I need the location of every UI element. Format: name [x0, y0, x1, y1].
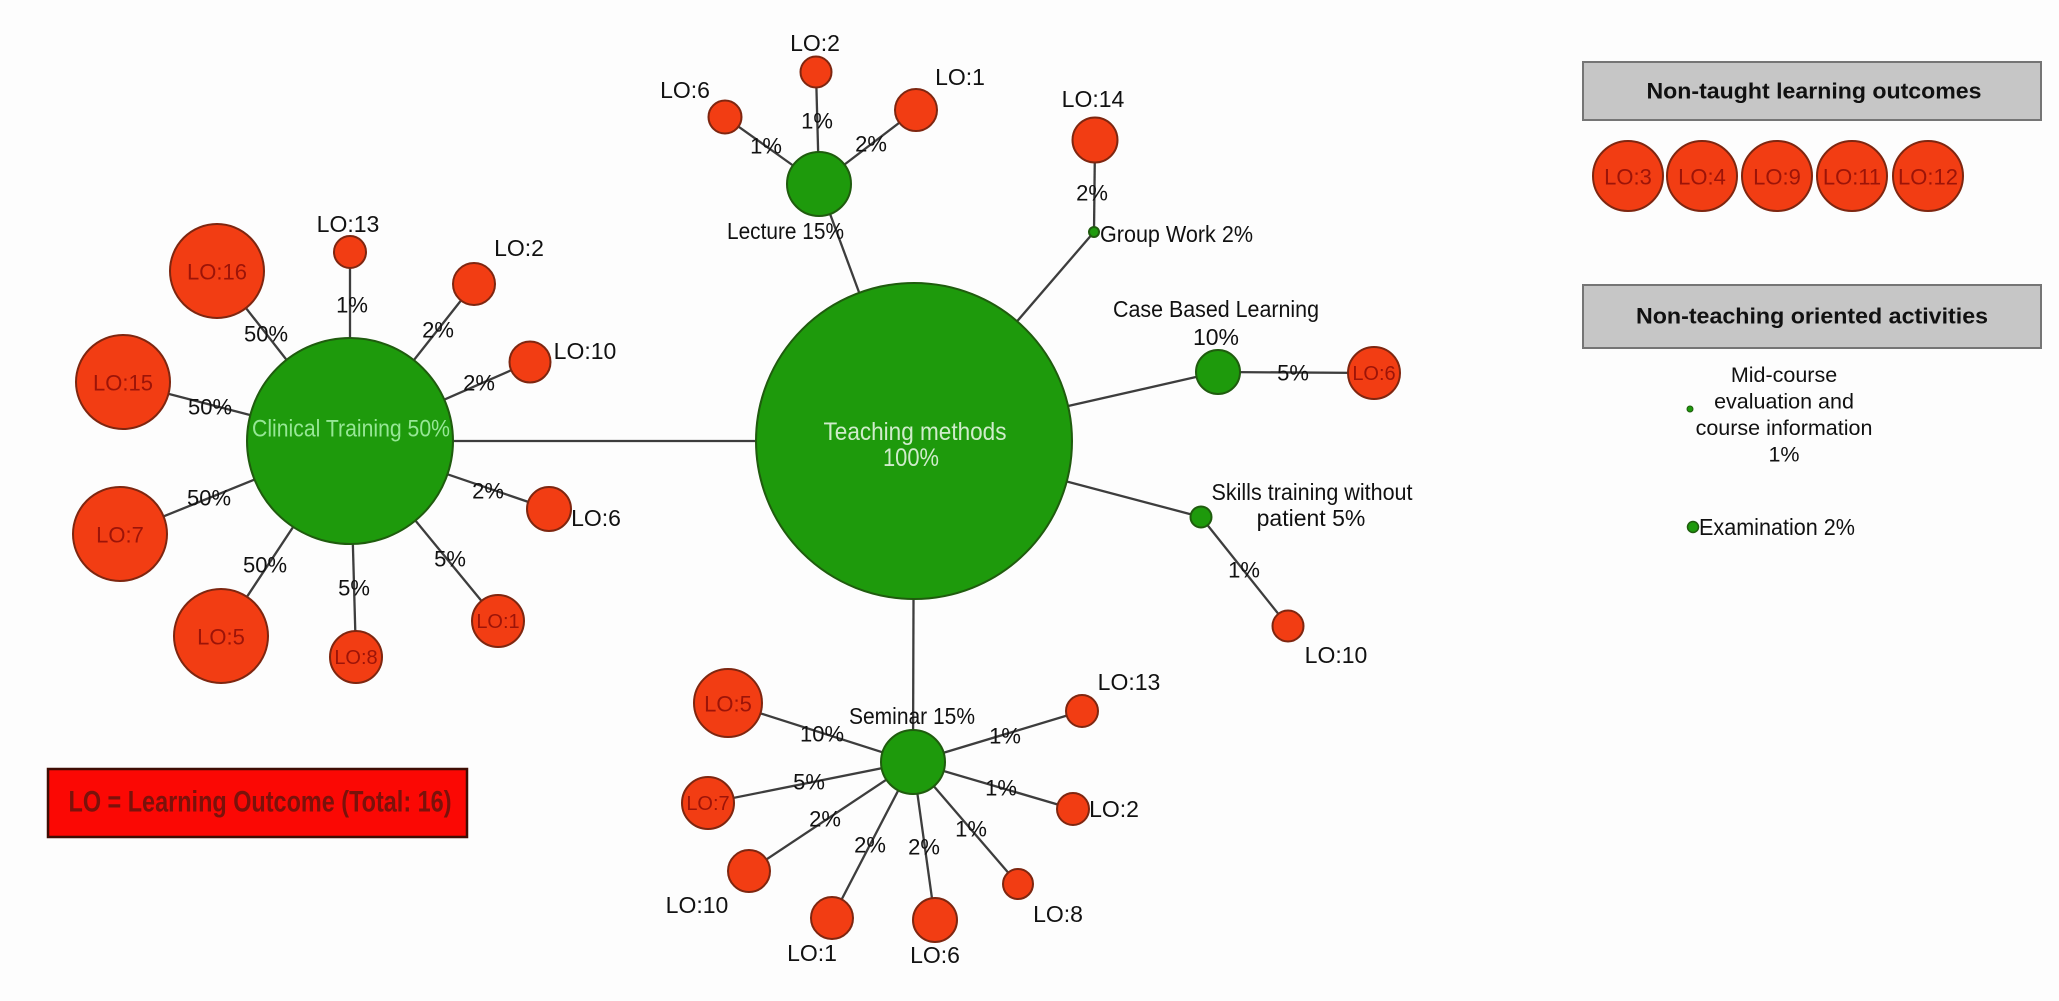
svg-text:evaluation and: evaluation and: [1714, 390, 1854, 414]
svg-text:LO:4: LO:4: [1678, 165, 1726, 190]
svg-text:2%: 2%: [855, 132, 887, 157]
svg-text:LO:7: LO:7: [686, 793, 729, 815]
svg-text:Group Work 2%: Group Work 2%: [1100, 221, 1253, 247]
svg-text:1%: 1%: [985, 776, 1017, 801]
svg-text:Skills training without: Skills training without: [1212, 479, 1414, 505]
svg-text:50%: 50%: [187, 486, 231, 511]
svg-text:Non-taught learning outcomes: Non-taught learning outcomes: [1647, 79, 1982, 104]
svg-text:LO:12: LO:12: [1898, 165, 1958, 190]
svg-text:Teaching methods: Teaching methods: [824, 418, 1007, 446]
svg-text:2%: 2%: [472, 479, 504, 504]
svg-text:50%: 50%: [243, 553, 287, 578]
svg-text:1%: 1%: [1228, 558, 1260, 583]
svg-text:Non-teaching oriented activiti: Non-teaching oriented activities: [1636, 304, 1988, 329]
svg-text:Mid-course: Mid-course: [1731, 363, 1837, 387]
svg-text:LO:16: LO:16: [187, 260, 247, 285]
svg-text:2%: 2%: [854, 833, 886, 858]
svg-text:Case Based Learning: Case Based Learning: [1113, 296, 1319, 322]
svg-text:LO:15: LO:15: [93, 371, 153, 396]
svg-text:50%: 50%: [188, 395, 232, 420]
svg-text:LO:10: LO:10: [1305, 642, 1368, 668]
svg-text:Lecture 15%: Lecture 15%: [727, 218, 844, 244]
svg-text:2%: 2%: [422, 318, 454, 343]
svg-text:LO:2: LO:2: [494, 235, 544, 261]
svg-text:LO:6: LO:6: [910, 942, 960, 968]
svg-text:LO:8: LO:8: [334, 647, 377, 669]
svg-text:LO:6: LO:6: [660, 77, 710, 103]
svg-text:LO:7: LO:7: [96, 523, 144, 548]
svg-text:LO:9: LO:9: [1753, 165, 1801, 190]
svg-text:5%: 5%: [1277, 361, 1309, 386]
svg-text:LO:13: LO:13: [317, 211, 380, 237]
svg-text:2%: 2%: [463, 371, 495, 396]
svg-text:LO:10: LO:10: [554, 338, 617, 364]
svg-text:LO:1: LO:1: [935, 64, 985, 90]
svg-text:LO:10: LO:10: [666, 892, 729, 918]
svg-text:LO:2: LO:2: [790, 30, 840, 56]
svg-text:1%: 1%: [750, 134, 782, 159]
svg-text:5%: 5%: [338, 576, 370, 601]
svg-text:50%: 50%: [244, 322, 288, 347]
svg-text:LO:2: LO:2: [1089, 796, 1139, 822]
svg-text:course information: course information: [1696, 416, 1873, 440]
svg-text:LO = Learning Outcome (Total:: LO = Learning Outcome (Total: 16): [69, 786, 452, 819]
svg-text:Examination 2%: Examination 2%: [1699, 514, 1855, 540]
svg-text:LO:1: LO:1: [787, 940, 837, 966]
svg-text:5%: 5%: [434, 547, 466, 572]
svg-text:2%: 2%: [1076, 181, 1108, 206]
svg-text:LO:11: LO:11: [1823, 165, 1881, 190]
svg-text:LO:13: LO:13: [1098, 669, 1161, 695]
svg-text:5%: 5%: [793, 770, 825, 795]
svg-text:Clinical Training 50%: Clinical Training 50%: [252, 416, 450, 443]
svg-text:1%: 1%: [1768, 443, 1799, 467]
svg-text:1%: 1%: [955, 817, 987, 842]
svg-text:LO:8: LO:8: [1033, 901, 1083, 927]
svg-text:LO:6: LO:6: [571, 505, 621, 531]
svg-text:10%: 10%: [800, 722, 844, 747]
svg-text:2%: 2%: [809, 807, 841, 832]
svg-text:LO:1: LO:1: [476, 611, 519, 633]
svg-text:10%: 10%: [1193, 324, 1239, 350]
svg-text:100%: 100%: [883, 444, 939, 472]
svg-text:LO:5: LO:5: [197, 625, 245, 650]
svg-text:LO:5: LO:5: [704, 692, 752, 717]
svg-text:1%: 1%: [801, 109, 833, 134]
svg-text:2%: 2%: [908, 835, 940, 860]
svg-text:LO:3: LO:3: [1604, 165, 1652, 190]
svg-text:1%: 1%: [989, 724, 1021, 749]
svg-text:patient 5%: patient 5%: [1257, 505, 1366, 531]
svg-text:LO:6: LO:6: [1352, 363, 1395, 385]
svg-text:1%: 1%: [336, 293, 368, 318]
svg-text:Seminar 15%: Seminar 15%: [849, 703, 975, 729]
svg-text:LO:14: LO:14: [1062, 86, 1125, 112]
